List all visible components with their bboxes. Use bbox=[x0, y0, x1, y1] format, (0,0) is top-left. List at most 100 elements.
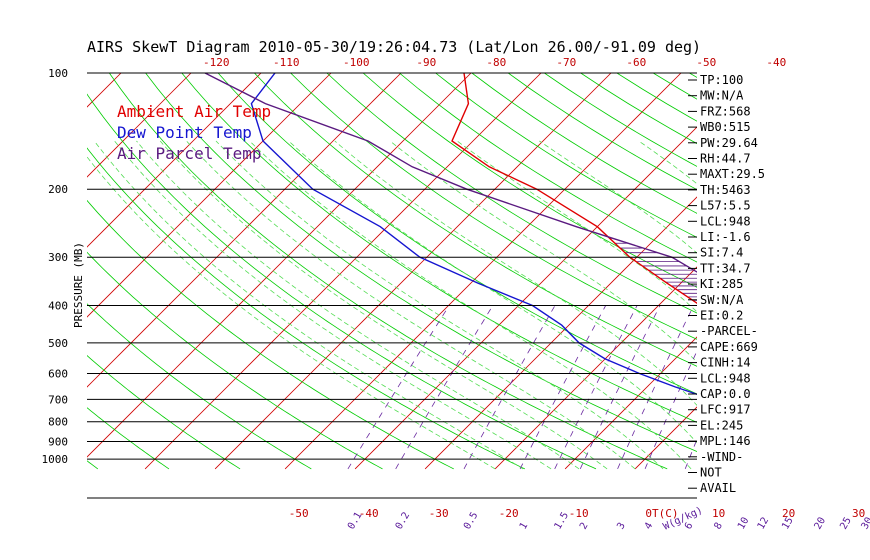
index-value: TH:5463 bbox=[700, 183, 751, 197]
dry-adiabat-line bbox=[253, 73, 697, 367]
legend-entry: Dew Point Temp bbox=[117, 123, 252, 142]
index-value: LI:-1.6 bbox=[700, 230, 751, 244]
mixing-ratio-line bbox=[395, 305, 494, 470]
pressure-tick-label: 700 bbox=[48, 393, 68, 406]
moist-adiabat-line bbox=[746, 141, 870, 469]
isotherm-line bbox=[775, 55, 870, 469]
mixing-ratio-tick-label: 3 bbox=[615, 521, 628, 532]
dry-adiabat-line bbox=[766, 55, 870, 469]
dry-adiabat-line bbox=[801, 55, 870, 469]
isotherm-line bbox=[284, 73, 682, 470]
index-value: CAPE:669 bbox=[700, 340, 758, 354]
bottom-temp-tick-label: -10 bbox=[569, 507, 589, 520]
mixing-ratio-tick-label: 6 bbox=[683, 521, 696, 532]
moist-adiabat-line bbox=[136, 140, 580, 470]
mixing-ratio-tick-label: 12 bbox=[756, 516, 772, 532]
bottom-temp-unit: T(C) bbox=[652, 507, 679, 520]
top-temp-tick-label: -120 bbox=[203, 56, 230, 69]
index-value: PW:29.64 bbox=[700, 136, 758, 150]
bottom-temp-tick-label: -40 bbox=[359, 507, 379, 520]
dry-adiabat-line bbox=[731, 55, 870, 469]
top-temp-tick-label: -40 bbox=[766, 56, 786, 69]
index-value: MAXT:29.5 bbox=[700, 167, 765, 181]
isotherm-line bbox=[87, 73, 402, 388]
dry-adiabat-line bbox=[837, 55, 870, 469]
moist-adiabat-line bbox=[288, 140, 697, 444]
mixing-ratio-line bbox=[862, 306, 870, 469]
isotherm-line bbox=[87, 73, 472, 458]
bottom-temp-tick-label: 30 bbox=[852, 507, 865, 520]
pressure-tick-label: 1000 bbox=[42, 453, 69, 466]
isotherm-line bbox=[354, 126, 697, 470]
y-axis-label: PRESSURE (MB) bbox=[72, 242, 85, 328]
pressure-tick-label: 300 bbox=[48, 251, 68, 264]
mixing-ratio-line bbox=[519, 305, 607, 470]
index-value: LCL:948 bbox=[700, 214, 751, 228]
index-value: L57:5.5 bbox=[700, 199, 751, 213]
isotherm-line bbox=[214, 73, 612, 470]
index-value: WB0:515 bbox=[700, 120, 751, 134]
mixing-ratio-line bbox=[783, 306, 842, 469]
chart-title: AIRS SkewT Diagram 2010-05-30/19:26:04.7… bbox=[87, 38, 701, 56]
index-value: NOT bbox=[700, 466, 722, 480]
isotherm-line bbox=[87, 73, 332, 318]
isotherm-line bbox=[634, 406, 697, 470]
index-value: -WIND- bbox=[700, 450, 743, 464]
isotherm-line bbox=[87, 73, 262, 248]
isotherm-line bbox=[564, 336, 697, 470]
dry-adiabat-line bbox=[362, 73, 697, 288]
isotherm-line bbox=[87, 73, 192, 178]
index-value: KI:285 bbox=[700, 277, 743, 291]
parcel-temp-line bbox=[204, 73, 697, 273]
dry-adiabat-line bbox=[434, 73, 697, 238]
mixing-ratio-line bbox=[758, 306, 819, 469]
moist-adiabat-line bbox=[456, 140, 697, 313]
dry-adiabat-line bbox=[688, 73, 697, 78]
mixing-ratio-tick-label: 20 bbox=[813, 516, 829, 532]
isotherm-line bbox=[494, 266, 697, 470]
mixing-ratio-tick-label: 2 bbox=[578, 521, 591, 532]
index-value: TT:34.7 bbox=[700, 261, 751, 275]
index-value: CAP:0.0 bbox=[700, 387, 751, 401]
top-temp-tick-label: -90 bbox=[416, 56, 436, 69]
dry-adiabat-line bbox=[87, 147, 525, 470]
moist-adiabat-line bbox=[215, 140, 664, 470]
index-value: MPL:146 bbox=[700, 434, 751, 448]
pressure-tick-label: 200 bbox=[48, 183, 68, 196]
dry-adiabat-line bbox=[217, 73, 697, 395]
pressure-tick-label: 400 bbox=[48, 299, 68, 312]
isobars bbox=[87, 72, 697, 499]
top-temp-tick-label: -100 bbox=[343, 56, 370, 69]
mixing-ratio-tick-label: 8 bbox=[712, 521, 725, 532]
index-value: -PARCEL- bbox=[700, 324, 758, 338]
pressure-tick-label: 100 bbox=[48, 67, 68, 80]
index-value: AVAIL bbox=[700, 481, 736, 495]
dry-adiabat-line bbox=[398, 73, 697, 263]
top-temp-tick-label: -110 bbox=[273, 56, 300, 69]
isotherm-line bbox=[845, 55, 870, 469]
mixing-ratio-tick-label: 0.2 bbox=[394, 510, 413, 531]
bottom-temp-tick-label: 0 bbox=[645, 507, 652, 520]
bottom-temp-tick-label: 10 bbox=[712, 507, 725, 520]
dry-adiabat-line bbox=[471, 73, 697, 214]
index-value: SI:7.4 bbox=[700, 246, 743, 260]
legend-entry: Ambient Air Temp bbox=[117, 102, 271, 121]
mixing-ratio-line bbox=[579, 305, 661, 470]
bottom-temp-tick-label: -50 bbox=[289, 507, 309, 520]
top-temp-tick-label: -70 bbox=[556, 56, 576, 69]
moist-adiabat-line bbox=[159, 140, 608, 470]
profiles bbox=[204, 73, 697, 396]
mixing-ratio-tick-label: 30 bbox=[860, 516, 870, 532]
mixing-ratio-line bbox=[841, 306, 870, 469]
mixing-ratio-line bbox=[617, 305, 695, 470]
mixing-ratio-line bbox=[815, 306, 870, 469]
mixing-ratio-tick-label: 15 bbox=[780, 516, 796, 532]
mixing-ratio-tick-label: 0.5 bbox=[462, 510, 481, 531]
pressure-tick-label: 500 bbox=[48, 337, 68, 350]
dry-adiabat-line bbox=[181, 73, 697, 423]
index-value: CINH:14 bbox=[700, 356, 751, 370]
moist-adiabat-line bbox=[838, 141, 870, 469]
mixing-ratio-tick-label: 10 bbox=[736, 516, 752, 532]
isotherm-line bbox=[144, 73, 542, 470]
